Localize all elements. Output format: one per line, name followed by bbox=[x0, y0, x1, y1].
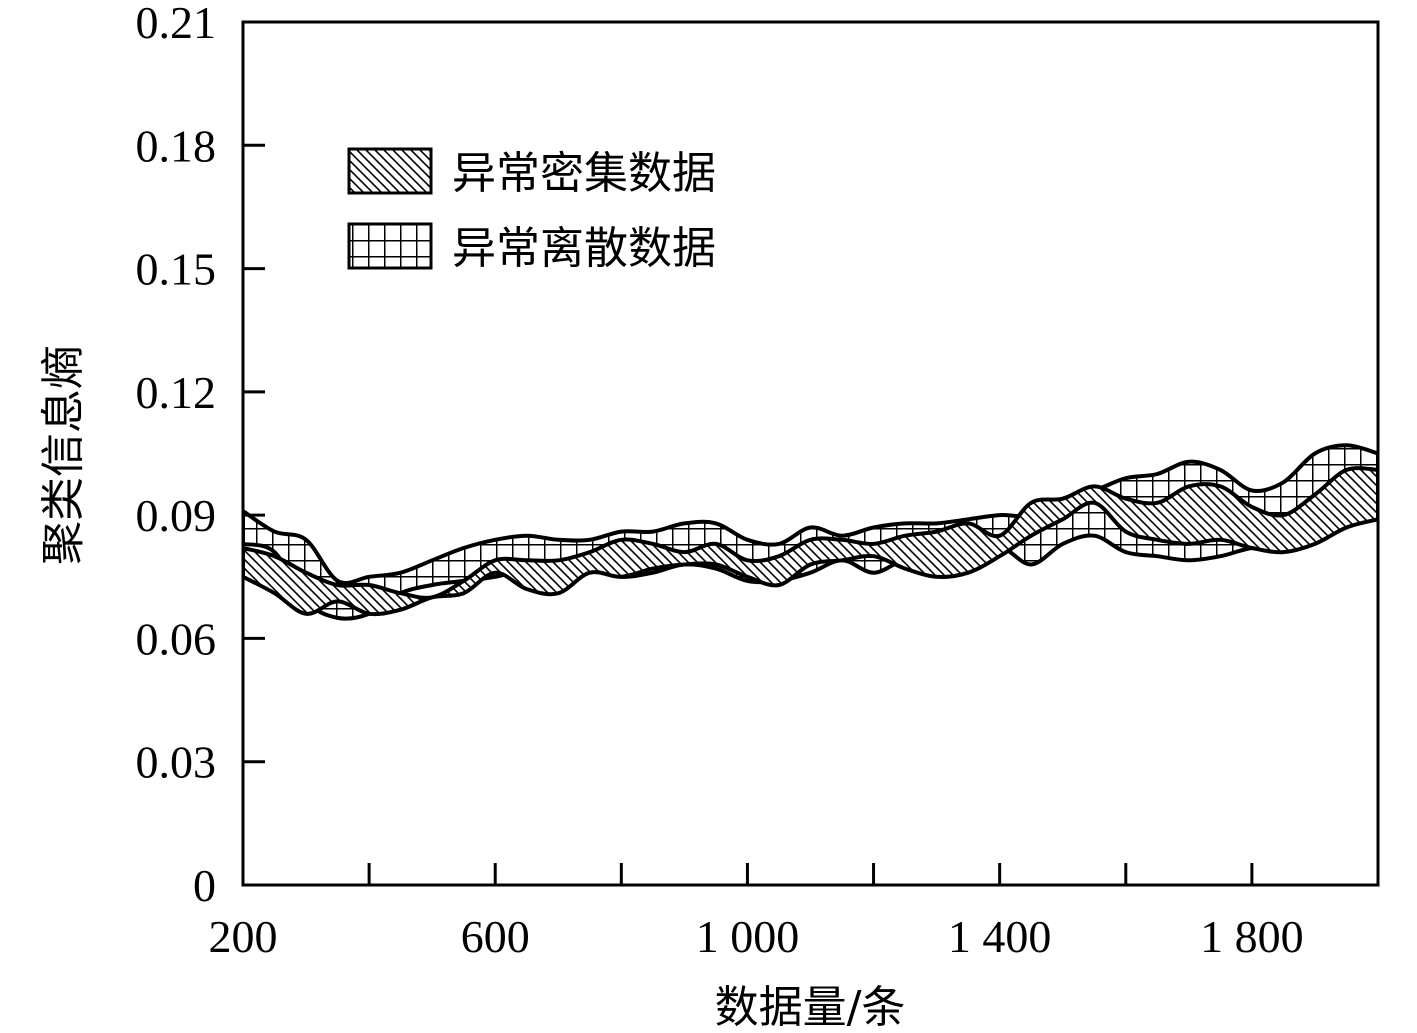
y-tick-label: 0 bbox=[193, 860, 216, 911]
legend-item-dense: 异常密集数据 bbox=[347, 147, 716, 199]
y-tick-label: 0.18 bbox=[136, 120, 217, 171]
x-tick-label: 1 000 bbox=[696, 911, 800, 962]
legend-label-dense: 异常密集数据 bbox=[452, 148, 716, 199]
legend-swatch-dense bbox=[347, 147, 433, 195]
y-tick-label: 0.15 bbox=[136, 244, 217, 295]
y-tick-label: 0.21 bbox=[136, 0, 217, 48]
x-tick-label: 200 bbox=[209, 911, 278, 962]
x-axis: 200 600 1 000 1 400 1 800 bbox=[209, 863, 1380, 962]
plot-frame bbox=[241, 20, 1380, 887]
x-tick-label: 600 bbox=[461, 911, 530, 962]
x-tick-label: 1 400 bbox=[948, 911, 1052, 962]
y-tick-label: 0.03 bbox=[136, 737, 217, 788]
legend-swatch-discrete bbox=[347, 222, 433, 270]
band-dense bbox=[243, 466, 1378, 617]
y-tick-label: 0.06 bbox=[136, 613, 217, 664]
y-tick-label: 0.09 bbox=[136, 490, 217, 541]
legend-item-discrete: 异常离散数据 bbox=[347, 222, 716, 274]
x-axis-title: 数据量/条 bbox=[715, 982, 906, 1033]
x-tick-label: 1 800 bbox=[1200, 911, 1304, 962]
y-axis: 0 0.03 0.06 0.09 0.12 0.15 0.18 0.21 bbox=[136, 0, 265, 911]
y-tick-label: 0.12 bbox=[136, 367, 217, 418]
data-bands bbox=[243, 443, 1378, 621]
y-axis-title: 聚类信息熵 bbox=[38, 345, 89, 565]
legend-label-discrete: 异常离散数据 bbox=[452, 223, 716, 274]
legend: 异常密集数据 异常离散数据 bbox=[347, 147, 716, 274]
